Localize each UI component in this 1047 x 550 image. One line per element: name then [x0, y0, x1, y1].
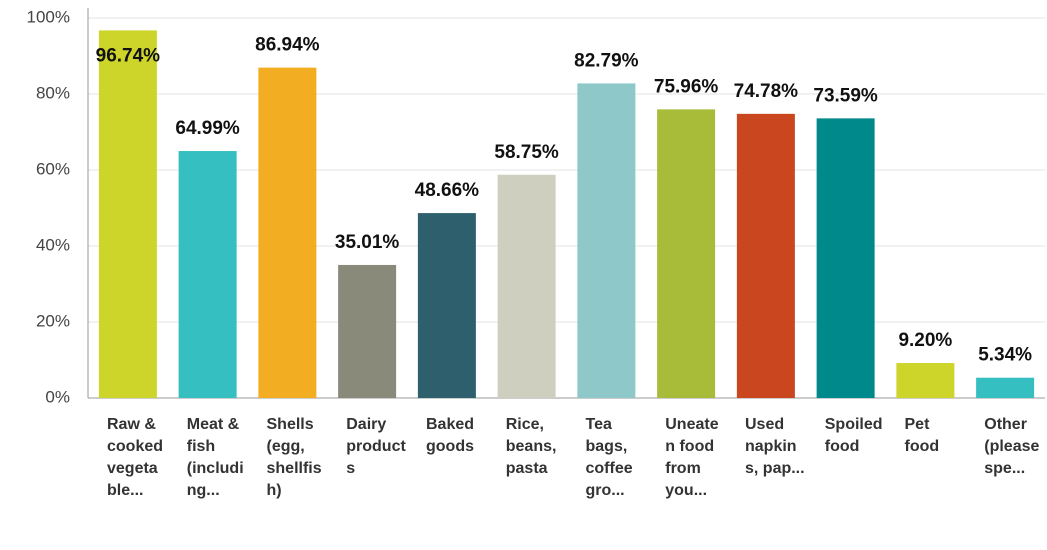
value-label: 75.96% — [654, 76, 719, 97]
y-tick-label: 0% — [45, 387, 70, 406]
y-tick-label: 100% — [27, 7, 70, 26]
bar — [258, 67, 317, 399]
x-tick-label: Uneaten food from you... — [665, 416, 719, 499]
value-label: 96.74% — [96, 45, 161, 66]
bar — [577, 83, 636, 398]
value-label: 5.34% — [978, 345, 1032, 366]
value-label: 48.66% — [415, 180, 480, 201]
bar — [338, 264, 397, 398]
bar — [896, 363, 955, 398]
x-tick-label: Rice, beans, pasta — [505, 416, 557, 477]
y-tick-label: 40% — [36, 235, 70, 254]
value-label: 9.20% — [898, 330, 952, 351]
x-tick-label: Other (please spe... — [984, 416, 1040, 477]
y-tick-label: 80% — [36, 83, 70, 102]
x-tick-label: Spoiled food — [824, 416, 883, 455]
bar — [657, 109, 716, 399]
value-label: 64.99% — [175, 118, 240, 139]
y-tick-label: 20% — [36, 311, 70, 330]
x-tick-label: Used napkins, pap... — [745, 416, 805, 477]
bar — [736, 113, 795, 398]
value-label: 82.79% — [574, 50, 639, 71]
x-tick-label: Pet food — [904, 416, 940, 455]
x-tick-label: Shells (egg, shellfish) — [266, 416, 322, 499]
y-tick-label: 60% — [36, 159, 70, 178]
value-label: 58.75% — [494, 142, 559, 163]
bar — [178, 151, 237, 398]
value-label: 73.59% — [813, 85, 878, 106]
bar — [497, 174, 556, 398]
bar — [98, 30, 157, 398]
x-tick-label: Raw & cooked vegetable... — [107, 416, 164, 499]
x-tick-label: Meat & fish (including... — [186, 416, 244, 499]
value-label: 86.94% — [255, 35, 320, 56]
bar — [816, 118, 875, 398]
x-tick-label: Dairy products — [346, 416, 406, 477]
x-tick-label: Tea bags, coffee gro... — [585, 416, 633, 499]
bar — [417, 213, 476, 398]
value-label: 74.78% — [734, 81, 799, 102]
bar — [976, 377, 1035, 398]
value-label: 35.01% — [335, 232, 400, 253]
x-tick-label: Baked goods — [426, 416, 475, 455]
